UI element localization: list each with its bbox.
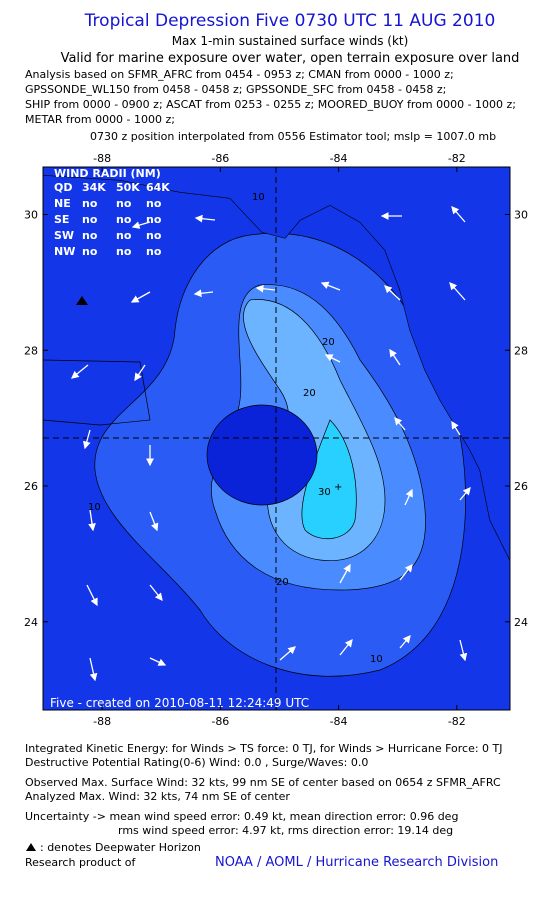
contour-label: 20 [303,388,316,399]
contour-label: 10 [88,502,101,513]
y-tick-label: 24 [514,616,528,629]
y-tick-label: 30 [24,209,38,222]
wind-radii-cell: no [146,245,162,258]
wind-radii-header: 64K [146,181,170,194]
wind-radii-cell: NE [54,197,71,210]
x-tick-label: -84 [330,715,348,728]
wind-radii-cell: no [82,245,98,258]
wind-radii-cell: no [146,197,162,210]
wind-radii-cell: no [82,213,98,226]
wind-radii-cell: SE [54,213,69,226]
analysis-line: METAR from 0000 - 1000 z; [25,113,175,126]
center-mark: + [334,482,342,493]
contour-label: 10 [370,654,383,665]
wind-radii-header: QD [54,181,72,194]
map-frame [42,166,511,711]
footer-line: Integrated Kinetic Energy: for Winds > T… [25,742,503,755]
x-tick-label: -86 [211,152,229,165]
analysis-line: SHIP from 0000 - 0900 z; ASCAT from 0253… [25,98,516,111]
validity: Valid for marine exposure over water, op… [61,51,520,66]
y-tick-label: 26 [24,480,38,493]
contour-label: 20 [322,337,335,348]
x-tick-label: -82 [448,152,466,165]
y-tick-label: 30 [514,209,528,222]
footer-line: Uncertainty -> mean wind speed error: 0.… [25,810,458,823]
wind-radii-header: 34K [82,181,106,194]
contour-label: 20 [276,577,289,588]
contour-label: 10 [252,192,265,203]
contour-label: 30 [318,487,331,498]
legend-triangle [26,843,36,851]
wind-radii-cell: no [146,213,162,226]
footer-line: Analyzed Max. Wind: 32 kts, 74 nm SE of … [25,790,290,803]
y-tick-label: 26 [514,480,528,493]
wind-radii-cell: SW [54,229,74,242]
footer-line: Destructive Potential Rating(0-6) Wind: … [25,756,368,769]
map-field [43,167,510,710]
wind-radii-cell: no [116,229,132,242]
credit: Five - created on 2010-08-11 12:24:49 UT… [50,696,309,710]
position-note: 0730 z position interpolated from 0556 E… [90,130,496,143]
x-tick-label: -88 [93,152,111,165]
wind-radii-cell: no [82,229,98,242]
research: Research product of [25,856,136,869]
legend-text: : denotes Deepwater Horizon [40,841,201,854]
x-tick-label: -82 [448,715,466,728]
footer-line: rms wind speed error: 4.97 kt, rms direc… [118,824,453,837]
x-tick-label: -84 [330,152,348,165]
analysis-line: GPSSONDE_WL150 from 0458 - 0458 z; GPSSO… [25,83,446,96]
wind-radii-cell: NW [54,245,75,258]
wind-radii-header: 50K [116,181,140,194]
wind-radii-cell: no [116,213,132,226]
wind-radii-cell: no [116,245,132,258]
wind-radii-cell: no [82,197,98,210]
wind-radii-cell: no [146,229,162,242]
subtitle: Max 1-min sustained surface winds (kt) [172,34,409,48]
wind-radii-title: WIND RADII (NM) [54,167,161,180]
y-tick-label: 28 [24,344,38,357]
footer-line: Observed Max. Surface Wind: 32 kts, 99 n… [25,776,501,789]
x-tick-label: -86 [211,715,229,728]
analysis-line: Analysis based on SFMR_AFRC from 0454 - … [25,68,454,81]
y-tick-label: 28 [514,344,528,357]
org: NOAA / AOML / Hurricane Research Divisio… [215,855,498,870]
x-tick-label: -88 [93,715,111,728]
title: Tropical Depression Five 0730 UTC 11 AUG… [84,11,496,31]
y-tick-label: 24 [24,616,38,629]
wind-radii-cell: no [116,197,132,210]
